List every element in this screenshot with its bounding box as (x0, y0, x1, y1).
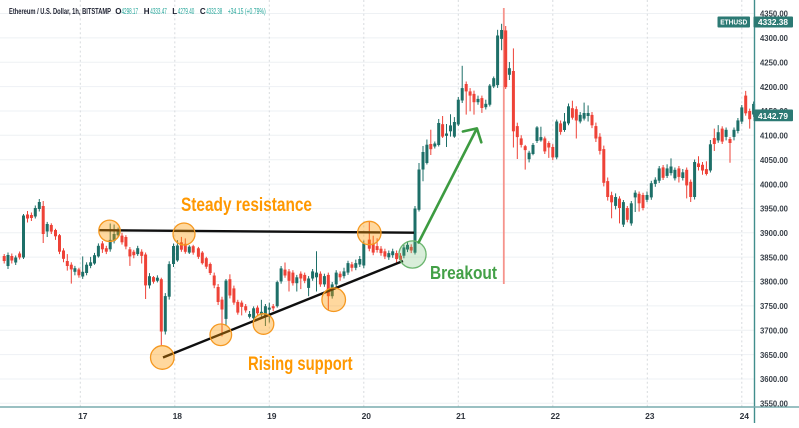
svg-text:4050.00: 4050.00 (760, 155, 788, 165)
svg-text:3800.00: 3800.00 (760, 277, 788, 287)
svg-text:4350.00: 4350.00 (760, 9, 788, 19)
svg-text:24: 24 (740, 411, 750, 421)
svg-text:23: 23 (645, 411, 655, 421)
svg-text:4332.38: 4332.38 (758, 17, 788, 27)
svg-text:19: 19 (267, 411, 277, 421)
svg-text:3900.00: 3900.00 (760, 228, 788, 238)
svg-text:4279.40: 4279.40 (178, 7, 195, 16)
svg-text:22: 22 (551, 411, 561, 421)
svg-text:Breakout: Breakout (430, 263, 497, 283)
svg-text:17: 17 (78, 411, 88, 421)
svg-text:Steady resistance: Steady resistance (181, 194, 312, 216)
svg-text:4298.17: 4298.17 (122, 7, 139, 16)
svg-text:3600.00: 3600.00 (760, 374, 788, 384)
svg-text:L: L (172, 7, 177, 16)
svg-text:3950.00: 3950.00 (760, 204, 788, 214)
svg-text:4300.00: 4300.00 (760, 33, 788, 43)
svg-text:3750.00: 3750.00 (760, 301, 788, 311)
svg-text:4100.00: 4100.00 (760, 131, 788, 141)
svg-text:4332.38: 4332.38 (206, 7, 222, 16)
svg-text:21: 21 (456, 411, 466, 421)
svg-text:C: C (200, 7, 206, 16)
svg-text:4333.47: 4333.47 (150, 7, 167, 16)
svg-text:H: H (144, 7, 150, 16)
svg-text:ETHUSD: ETHUSD (720, 20, 747, 27)
svg-text:4142.79: 4142.79 (758, 111, 788, 121)
svg-text:20: 20 (362, 411, 372, 421)
svg-text:18: 18 (173, 411, 183, 421)
svg-text:Rising support: Rising support (248, 353, 353, 375)
svg-text:3850.00: 3850.00 (760, 252, 788, 262)
svg-text:+34.15 (+0.79%): +34.15 (+0.79%) (228, 7, 266, 16)
svg-text:3550.00: 3550.00 (760, 399, 788, 409)
svg-text:4250.00: 4250.00 (760, 57, 788, 67)
svg-text:4000.00: 4000.00 (760, 179, 788, 189)
svg-text:Ethereum / U.S. Dollar, 1h, BI: Ethereum / U.S. Dollar, 1h, BITSTAMP (9, 7, 111, 16)
svg-text:4200.00: 4200.00 (760, 82, 788, 92)
svg-text:O: O (115, 7, 121, 16)
svg-text:3650.00: 3650.00 (760, 350, 788, 360)
svg-text:3700.00: 3700.00 (760, 325, 788, 335)
